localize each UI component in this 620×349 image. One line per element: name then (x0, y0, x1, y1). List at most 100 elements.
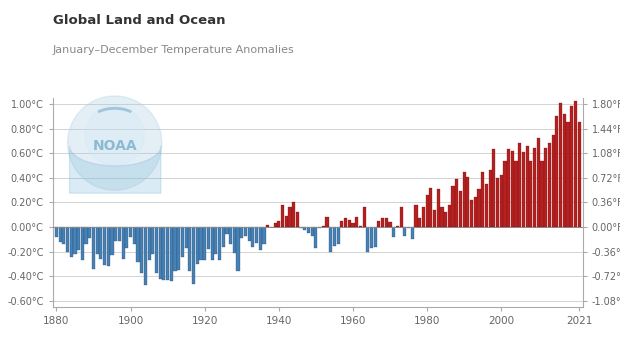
Bar (329, 227, 332, 252)
Bar (285, 216, 288, 227)
Bar (529, 161, 533, 227)
Bar (66, 227, 69, 252)
Bar (247, 227, 250, 240)
Bar (203, 227, 206, 260)
Bar (496, 178, 499, 227)
Bar (266, 225, 269, 227)
Bar (177, 227, 180, 270)
Bar (215, 227, 218, 254)
Bar (448, 205, 451, 227)
Bar (114, 227, 117, 240)
Bar (425, 195, 428, 227)
Bar (352, 223, 355, 227)
Bar (244, 227, 247, 236)
Bar (122, 227, 125, 259)
Bar (166, 227, 169, 280)
Bar (392, 227, 396, 237)
Bar (140, 227, 143, 273)
Bar (503, 161, 507, 227)
Bar (170, 227, 173, 281)
Bar (225, 227, 229, 235)
Bar (381, 218, 384, 227)
Bar (444, 212, 447, 227)
Bar (567, 122, 570, 227)
Bar (326, 217, 329, 227)
Bar (232, 227, 236, 253)
Bar (440, 207, 443, 227)
Bar (110, 227, 113, 255)
Bar (218, 227, 221, 260)
Bar (262, 227, 265, 244)
Bar (500, 175, 503, 227)
Bar (133, 227, 136, 244)
Bar (492, 149, 495, 227)
Bar (200, 227, 203, 260)
Bar (162, 227, 166, 280)
Bar (378, 221, 381, 227)
Bar (389, 222, 392, 227)
Bar (211, 227, 214, 260)
Bar (92, 227, 95, 269)
Bar (118, 227, 121, 240)
Bar (541, 161, 544, 227)
Bar (433, 210, 436, 227)
Bar (418, 218, 421, 227)
Bar (151, 227, 154, 254)
Bar (455, 179, 458, 227)
Bar (559, 103, 562, 227)
Bar (95, 227, 99, 254)
Bar (477, 189, 481, 227)
Bar (84, 227, 87, 244)
Bar (466, 177, 469, 227)
Bar (511, 151, 514, 227)
Bar (489, 170, 492, 227)
Bar (103, 227, 106, 265)
Bar (185, 227, 188, 248)
Bar (370, 227, 373, 248)
Bar (533, 148, 536, 227)
Bar (470, 200, 473, 227)
Bar (414, 205, 417, 227)
Bar (574, 102, 577, 227)
Bar (99, 227, 102, 259)
Bar (451, 186, 454, 227)
Bar (355, 217, 358, 227)
Bar (407, 227, 410, 228)
Bar (481, 172, 484, 227)
Bar (307, 227, 310, 233)
Bar (570, 106, 574, 227)
Bar (337, 227, 340, 244)
Bar (55, 227, 58, 237)
Bar (522, 152, 525, 227)
Bar (322, 226, 325, 227)
Bar (281, 205, 284, 227)
Bar (459, 191, 462, 227)
Circle shape (85, 106, 144, 165)
Bar (77, 227, 80, 251)
Bar (526, 146, 529, 227)
Bar (544, 148, 547, 227)
Bar (236, 227, 239, 272)
Bar (148, 227, 151, 260)
Bar (318, 227, 321, 228)
Bar (144, 227, 147, 285)
Bar (296, 212, 299, 227)
Bar (125, 227, 128, 248)
Bar (314, 227, 317, 248)
Bar (396, 226, 399, 227)
Bar (436, 189, 440, 227)
Bar (474, 198, 477, 227)
Bar (429, 188, 432, 227)
Bar (507, 149, 510, 227)
Bar (563, 114, 566, 227)
Bar (251, 227, 254, 247)
Bar (403, 227, 407, 236)
Bar (333, 227, 336, 246)
Bar (348, 220, 351, 227)
Circle shape (68, 96, 162, 190)
Bar (292, 202, 295, 227)
Bar (155, 227, 158, 273)
Bar (366, 227, 370, 252)
Bar (136, 227, 140, 261)
Bar (188, 227, 192, 272)
